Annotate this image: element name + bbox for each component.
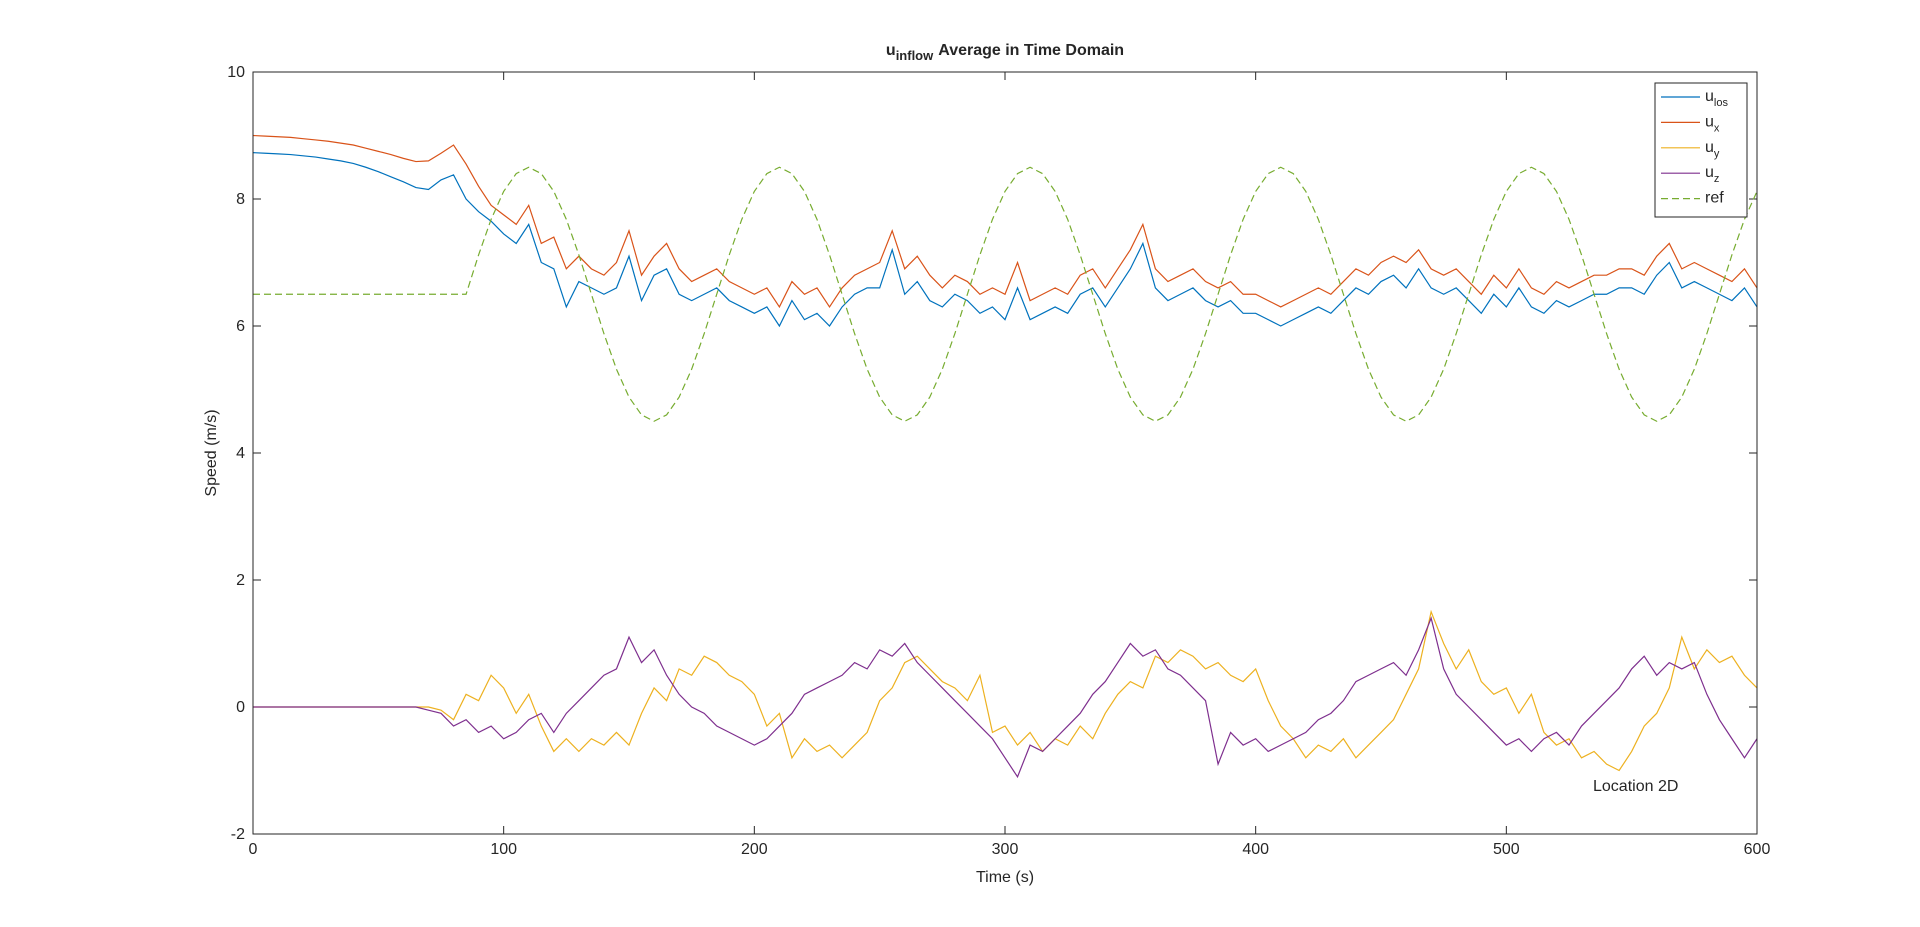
y-tick-label: 4	[236, 445, 245, 462]
legend-label: ulos	[1705, 88, 1728, 109]
y-tick-label: 10	[227, 64, 245, 81]
chart-title: uinflow Average in Time Domain	[886, 42, 1124, 63]
legend-label: ref	[1705, 190, 1724, 207]
series-line	[252, 152, 1758, 328]
legend-subscript: x	[1714, 122, 1720, 134]
x-axis-label: Time (s)	[976, 869, 1034, 886]
title-subscript: inflow	[896, 48, 934, 63]
x-tick-label: 400	[1242, 841, 1269, 858]
x-tick-label: 500	[1493, 841, 1520, 858]
legend-label: ux	[1705, 113, 1720, 134]
title-rest: Average in Time Domain	[938, 42, 1124, 59]
plot-area	[253, 72, 1757, 834]
series-line	[253, 166, 1758, 422]
legend-label: uz	[1705, 164, 1719, 185]
legend-box	[1654, 82, 1748, 218]
x-tick-label: 100	[490, 841, 517, 858]
y-tick-label: -2	[231, 826, 245, 843]
legend-name: ref	[1705, 190, 1724, 207]
y-tick-label: 8	[236, 191, 245, 208]
title-main: u	[886, 42, 896, 59]
legend-subscript: z	[1714, 173, 1720, 185]
y-tick-label: 6	[236, 318, 245, 335]
series-line	[252, 134, 1758, 309]
legend-subscript: los	[1714, 97, 1729, 109]
x-tick-label: 600	[1744, 841, 1771, 858]
legend-name: u	[1705, 164, 1714, 181]
legend-name: u	[1705, 113, 1714, 130]
axes-box	[252, 71, 1758, 835]
series-line	[253, 609, 1758, 772]
x-tick-label: 300	[992, 841, 1019, 858]
legend-name: u	[1705, 88, 1714, 105]
annotation: Location 2D	[1593, 778, 1678, 795]
x-tick-label: 200	[741, 841, 768, 858]
legend-subscript: y	[1714, 148, 1720, 160]
y-tick-label: 2	[236, 572, 245, 589]
x-tick-label: 0	[249, 841, 258, 858]
y-axis-label: Speed (m/s)	[203, 409, 220, 496]
y-tick-label: 0	[236, 699, 245, 716]
legend-label: uy	[1705, 139, 1720, 160]
series-line	[253, 616, 1758, 779]
legend-name: u	[1705, 139, 1714, 156]
